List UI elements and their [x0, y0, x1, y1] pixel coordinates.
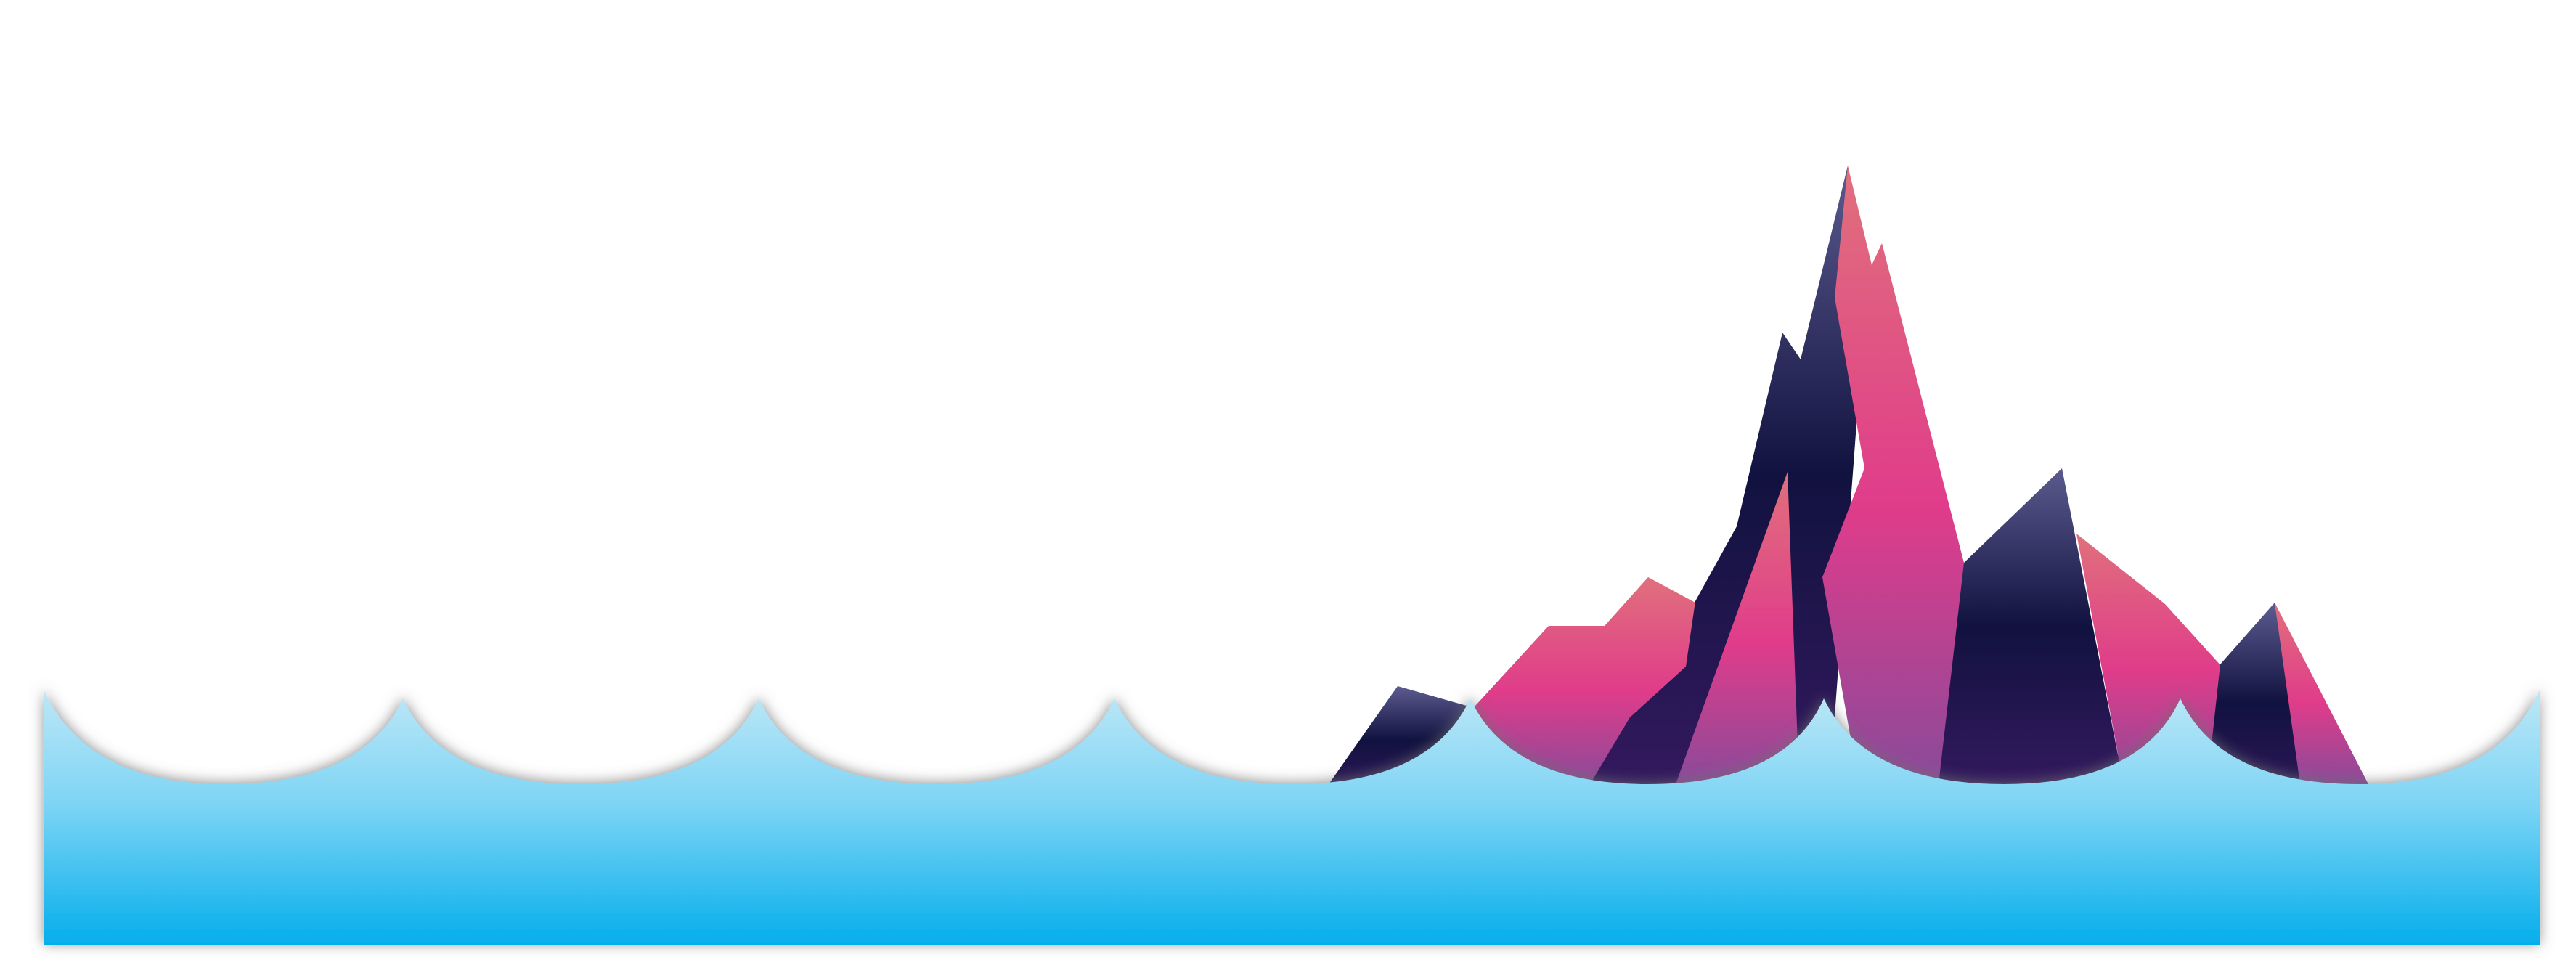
- mountain-icon: [1329, 166, 2368, 784]
- wave-surface: [44, 690, 2540, 945]
- peak-right-small-dark: [2207, 603, 2302, 784]
- slope-right-pink: [2076, 534, 2236, 784]
- spire-left-pink: [1676, 472, 1799, 784]
- peak-right-small-pink: [2275, 603, 2368, 784]
- ridge-right-dark: [1939, 468, 2124, 784]
- peak-main-pink: [1822, 166, 2142, 784]
- ridge-left-dark: [1590, 166, 1866, 784]
- water: [44, 690, 2540, 945]
